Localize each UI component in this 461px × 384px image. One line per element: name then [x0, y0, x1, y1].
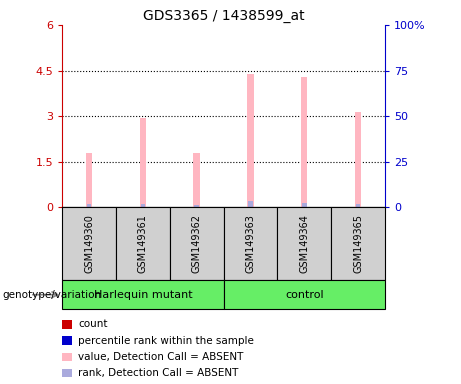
Text: rank, Detection Call = ABSENT: rank, Detection Call = ABSENT	[78, 368, 238, 378]
Bar	[170, 207, 224, 280]
Text: GSM149360: GSM149360	[84, 214, 94, 273]
Text: percentile rank within the sample: percentile rank within the sample	[78, 336, 254, 346]
Text: GSM149361: GSM149361	[138, 214, 148, 273]
Bar	[86, 152, 92, 207]
Text: control: control	[285, 290, 324, 300]
Text: GSM149365: GSM149365	[353, 214, 363, 273]
Bar	[356, 204, 361, 207]
Bar	[62, 207, 116, 280]
Bar	[224, 280, 385, 309]
Text: count: count	[78, 319, 107, 329]
Bar	[140, 118, 146, 207]
Text: Harlequin mutant: Harlequin mutant	[94, 290, 192, 300]
Bar	[355, 112, 361, 207]
Bar	[141, 204, 145, 207]
Text: GSM149362: GSM149362	[192, 214, 202, 273]
Bar	[302, 203, 307, 207]
Bar	[331, 207, 385, 280]
Bar	[62, 280, 224, 309]
Text: GSM149364: GSM149364	[299, 214, 309, 273]
Bar	[301, 77, 307, 207]
Bar	[194, 152, 200, 207]
Bar	[248, 201, 253, 207]
Bar	[87, 204, 91, 207]
Text: GSM149363: GSM149363	[245, 214, 255, 273]
Text: value, Detection Call = ABSENT: value, Detection Call = ABSENT	[78, 352, 243, 362]
Bar	[278, 207, 331, 280]
Bar	[116, 207, 170, 280]
Bar	[195, 205, 199, 207]
Text: genotype/variation: genotype/variation	[2, 290, 101, 300]
Bar	[224, 207, 278, 280]
Title: GDS3365 / 1438599_at: GDS3365 / 1438599_at	[143, 8, 304, 23]
Bar	[247, 74, 254, 207]
